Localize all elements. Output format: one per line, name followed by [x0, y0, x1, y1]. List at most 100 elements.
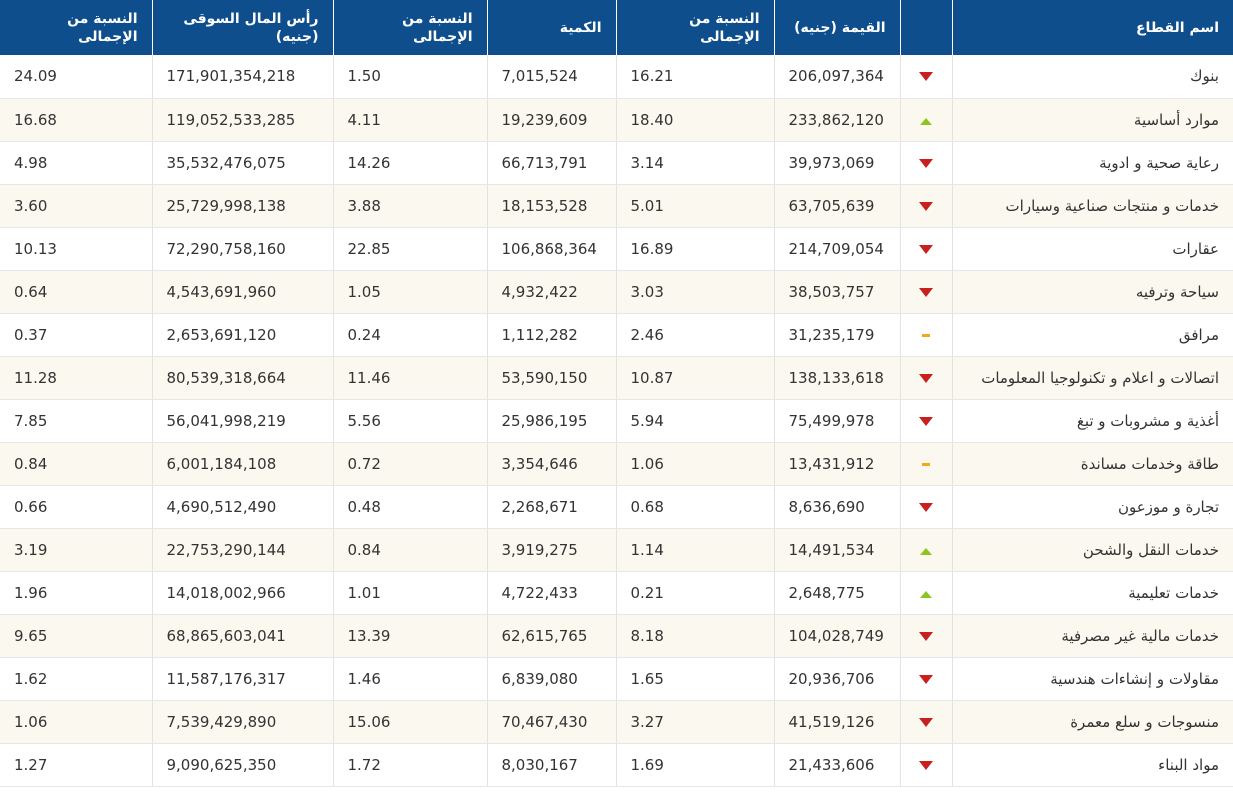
volume-cell: 4,932,422: [486, 270, 616, 314]
header-sector[interactable]: اسم القطاع: [951, 0, 1233, 55]
trend-cell: [899, 399, 952, 443]
value-cell: 31,235,179: [773, 313, 900, 357]
market-cap-cell: 56,041,998,219: [151, 399, 333, 443]
trend-cell: [899, 657, 952, 701]
table-row[interactable]: رعاية صحية و ادوية 39,973,069 3.14 66,713,7…: [0, 141, 1233, 185]
volume-pct-cell: 14.26: [332, 141, 487, 185]
sector-name-cell: خدمات مالية غير مصرفية: [951, 614, 1233, 658]
value-cell: 8,636,690: [773, 485, 900, 529]
triangle-up-icon: [920, 590, 932, 598]
value-pct-cell: 3.27: [615, 700, 774, 744]
value-cell: 233,862,120: [773, 98, 900, 142]
table-row[interactable]: خدمات تعليمية 2,648,775 0.21 4,722,433 1.01 1…: [0, 571, 1233, 615]
table-row[interactable]: بنوك 206,097,364 16.21 7,015,524 1.50 171,901…: [0, 55, 1233, 99]
trend-cell: [899, 313, 952, 357]
sector-name-cell: خدمات تعليمية: [951, 571, 1233, 615]
sector-name-cell: موارد أساسية: [951, 98, 1233, 142]
value-cell: 206,097,364: [773, 55, 900, 99]
table-row[interactable]: اتصالات و اعلام و تكنولوجيا المعلومات 138…: [0, 356, 1233, 400]
triangle-down-icon: [919, 158, 933, 168]
trend-cell: [899, 98, 952, 142]
header-market-cap[interactable]: رأس المال السوقى (جنيه): [151, 0, 333, 55]
volume-pct-cell: 1.50: [332, 55, 487, 99]
value-cell: 14,491,534: [773, 528, 900, 572]
value-pct-cell: 1.65: [615, 657, 774, 701]
volume-cell: 3,919,275: [486, 528, 616, 572]
trend-cell: [899, 485, 952, 529]
table-row[interactable]: مقاولات و إنشاءات هندسية 20,936,706 1.65 6,…: [0, 657, 1233, 701]
dash-icon: [922, 462, 930, 466]
value-cell: 63,705,639: [773, 184, 900, 228]
sector-name-cell: مواد البناء: [951, 743, 1233, 787]
trend-cell: [899, 743, 952, 787]
triangle-down-icon: [919, 201, 933, 211]
volume-pct-cell: 1.01: [332, 571, 487, 615]
market-cap-pct-cell: 7.85: [0, 399, 152, 443]
header-trend: [899, 0, 952, 55]
volume-pct-cell: 13.39: [332, 614, 487, 658]
header-value-pct[interactable]: النسبة من الإجمالى: [615, 0, 774, 55]
table-row[interactable]: خدمات و منتجات صناعية وسيارات 63,705,639 5…: [0, 184, 1233, 228]
header-volume[interactable]: الكمية: [486, 0, 616, 55]
header-market-cap-pct[interactable]: النسبة من الإجمالى: [0, 0, 152, 55]
header-volume-pct[interactable]: النسبة من الإجمالى: [332, 0, 487, 55]
table-row[interactable]: خدمات النقل والشحن 14,491,534 1.14 3,919,27…: [0, 528, 1233, 572]
value-pct-cell: 1.69: [615, 743, 774, 787]
volume-pct-cell: 3.88: [332, 184, 487, 228]
sector-name-cell: منسوجات و سلع معمرة: [951, 700, 1233, 744]
market-cap-pct-cell: 0.84: [0, 442, 152, 486]
market-cap-pct-cell: 0.66: [0, 485, 152, 529]
volume-cell: 19,239,609: [486, 98, 616, 142]
volume-pct-cell: 0.48: [332, 485, 487, 529]
volume-cell: 6,839,080: [486, 657, 616, 701]
table-row[interactable]: منسوجات و سلع معمرة 41,519,126 3.27 70,467,…: [0, 700, 1233, 744]
market-cap-cell: 72,290,758,160: [151, 227, 333, 271]
volume-cell: 18,153,528: [486, 184, 616, 228]
market-cap-cell: 171,901,354,218: [151, 55, 333, 99]
volume-cell: 1,112,282: [486, 313, 616, 357]
header-value[interactable]: القيمة (جنيه): [773, 0, 900, 55]
table-row[interactable]: موارد أساسية 233,862,120 18.40 19,239,609 4.…: [0, 98, 1233, 142]
table-row[interactable]: خدمات مالية غير مصرفية 104,028,749 8.18 62,…: [0, 614, 1233, 658]
market-cap-cell: 6,001,184,108: [151, 442, 333, 486]
sector-name-cell: مقاولات و إنشاءات هندسية: [951, 657, 1233, 701]
market-cap-pct-cell: 16.68: [0, 98, 152, 142]
trend-cell: [899, 528, 952, 572]
table-row[interactable]: عقارات 214,709,054 16.89 106,868,364 22.85 72…: [0, 227, 1233, 271]
market-cap-pct-cell: 3.19: [0, 528, 152, 572]
table-row[interactable]: تجارة و موزعون 8,636,690 0.68 2,268,671 0.48…: [0, 485, 1233, 529]
volume-pct-cell: 15.06: [332, 700, 487, 744]
value-cell: 41,519,126: [773, 700, 900, 744]
volume-pct-cell: 0.84: [332, 528, 487, 572]
table-row[interactable]: أغذية و مشروبات و تبغ 75,499,978 5.94 25,98…: [0, 399, 1233, 443]
table-row[interactable]: مواد البناء 21,433,606 1.69 8,030,167 1.72 9,…: [0, 743, 1233, 787]
triangle-down-icon: [919, 287, 933, 297]
value-pct-cell: 10.87: [615, 356, 774, 400]
value-pct-cell: 1.14: [615, 528, 774, 572]
value-pct-cell: 2.46: [615, 313, 774, 357]
trend-cell: [899, 141, 952, 185]
volume-cell: 4,722,433: [486, 571, 616, 615]
market-cap-pct-cell: 1.27: [0, 743, 152, 787]
value-cell: 2,648,775: [773, 571, 900, 615]
market-cap-pct-cell: 0.37: [0, 313, 152, 357]
market-cap-pct-cell: 1.06: [0, 700, 152, 744]
value-pct-cell: 3.14: [615, 141, 774, 185]
volume-pct-cell: 1.72: [332, 743, 487, 787]
market-cap-pct-cell: 11.28: [0, 356, 152, 400]
market-cap-cell: 7,539,429,890: [151, 700, 333, 744]
value-cell: 75,499,978: [773, 399, 900, 443]
table-row[interactable]: مرافق 31,235,179 2.46 1,112,282 0.24 2,653,69…: [0, 313, 1233, 357]
volume-cell: 53,590,150: [486, 356, 616, 400]
triangle-up-icon: [920, 117, 932, 125]
table-row[interactable]: طاقة وخدمات مساندة 13,431,912 1.06 3,354,64…: [0, 442, 1233, 486]
dash-icon: [922, 333, 930, 337]
volume-pct-cell: 0.72: [332, 442, 487, 486]
trend-cell: [899, 227, 952, 271]
value-cell: 13,431,912: [773, 442, 900, 486]
value-cell: 21,433,606: [773, 743, 900, 787]
market-cap-pct-cell: 1.96: [0, 571, 152, 615]
table-row[interactable]: سياحة وترفيه 38,503,757 3.03 4,932,422 1.05 4…: [0, 270, 1233, 314]
market-cap-pct-cell: 0.64: [0, 270, 152, 314]
volume-cell: 70,467,430: [486, 700, 616, 744]
